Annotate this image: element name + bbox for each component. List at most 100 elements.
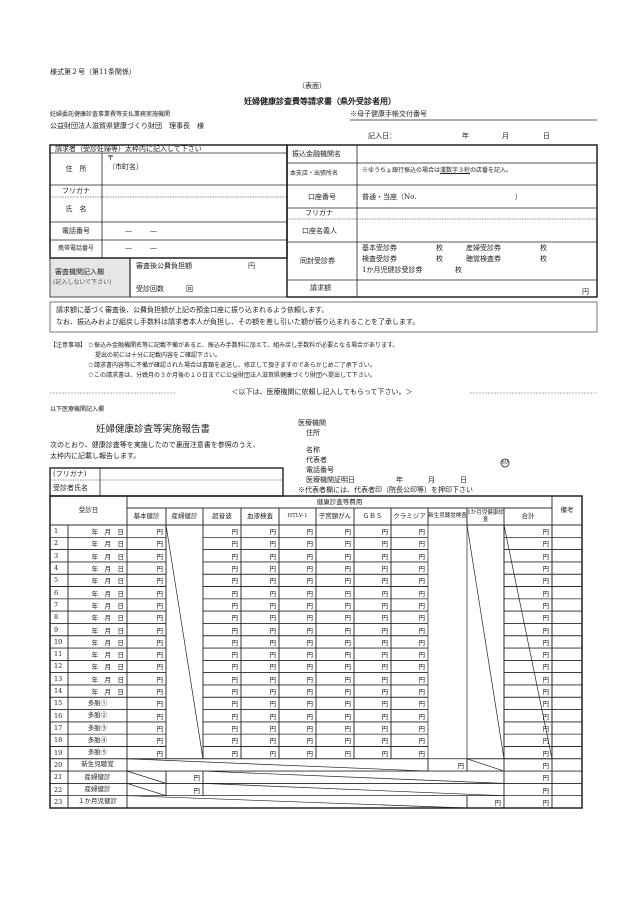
remarks-cell[interactable] bbox=[552, 771, 582, 783]
remarks-cell[interactable] bbox=[552, 562, 582, 574]
amount-cell[interactable]: 円 bbox=[156, 638, 164, 647]
amount-cell[interactable]: 円 bbox=[542, 601, 550, 610]
remarks-cell[interactable] bbox=[552, 660, 582, 672]
amount-cell[interactable]: 円 bbox=[418, 700, 426, 709]
amount-cell[interactable]: 円 bbox=[418, 552, 426, 561]
amount-cell[interactable]: 円 bbox=[231, 725, 239, 733]
amount-cell[interactable]: 円 bbox=[381, 663, 389, 672]
amount-cell[interactable]: 円 bbox=[381, 688, 389, 697]
amount-cell[interactable]: 円 bbox=[542, 638, 550, 647]
amount-cell[interactable]: 円 bbox=[156, 589, 164, 598]
amount-cell[interactable]: 円 bbox=[381, 614, 389, 623]
amount-cell[interactable]: 円 bbox=[542, 552, 550, 561]
remarks-cell[interactable] bbox=[552, 746, 582, 758]
amount-cell[interactable]: 円 bbox=[231, 528, 239, 537]
amount-cell[interactable]: 円 bbox=[156, 601, 164, 610]
amount-cell[interactable]: 円 bbox=[269, 552, 277, 561]
amount-cell[interactable]: 円 bbox=[306, 528, 314, 537]
row-visit-date[interactable]: 年 月 日 bbox=[91, 601, 125, 610]
remarks-cell[interactable] bbox=[552, 550, 582, 562]
amount-cell[interactable]: 円 bbox=[156, 712, 164, 721]
amount-cell[interactable]: 円 bbox=[269, 675, 277, 684]
amount-cell[interactable]: 円 bbox=[156, 626, 164, 635]
amount-cell[interactable]: 円 bbox=[542, 761, 550, 770]
amount-cell[interactable]: 円 bbox=[418, 540, 426, 549]
amount-cell[interactable]: 円 bbox=[381, 725, 389, 733]
amount-cell[interactable]: 円 bbox=[381, 540, 389, 549]
name-field[interactable] bbox=[103, 198, 286, 221]
amount-cell[interactable]: 円 bbox=[418, 749, 426, 758]
amount-cell[interactable]: 円 bbox=[542, 626, 550, 635]
amount-cell[interactable]: 円 bbox=[542, 774, 550, 783]
amount-cell[interactable]: 円 bbox=[306, 749, 314, 758]
amount-cell[interactable]: 円 bbox=[542, 749, 550, 758]
amount-cell[interactable]: 円 bbox=[156, 552, 164, 561]
amount-cell[interactable]: 円 bbox=[156, 749, 164, 758]
amount-cell[interactable]: 円 bbox=[418, 663, 426, 672]
amount-cell[interactable]: 円 bbox=[542, 786, 550, 795]
remarks-cell[interactable] bbox=[552, 623, 582, 635]
row-visit-date[interactable]: 年 月 日 bbox=[91, 688, 125, 697]
amount-cell[interactable]: 円 bbox=[156, 737, 164, 746]
amount-cell[interactable]: 円 bbox=[306, 688, 314, 697]
amount-cell[interactable]: 円 bbox=[381, 749, 389, 758]
amount-cell[interactable]: 円 bbox=[344, 565, 352, 574]
remarks-cell[interactable] bbox=[552, 722, 582, 734]
amount-cell[interactable]: 円 bbox=[231, 663, 239, 672]
amount-cell[interactable]: 円 bbox=[156, 700, 164, 709]
amount-cell[interactable]: 円 bbox=[231, 614, 239, 623]
amount-cell[interactable]: 円 bbox=[381, 651, 389, 660]
amount-cell[interactable]: 円 bbox=[418, 737, 426, 746]
amount-cell[interactable]: 円 bbox=[344, 614, 352, 623]
amount-cell[interactable]: 円 bbox=[156, 663, 164, 672]
amount-cell[interactable]: 円 bbox=[231, 601, 239, 610]
furigana-field[interactable] bbox=[103, 186, 286, 196]
row-visit-date[interactable]: 年 月 日 bbox=[91, 614, 125, 623]
amount-cell[interactable]: 円 bbox=[418, 626, 426, 635]
amount-cell[interactable]: 円 bbox=[542, 688, 550, 697]
remarks-cell[interactable] bbox=[552, 734, 582, 746]
amount-cell[interactable]: 円 bbox=[418, 589, 426, 598]
amount-cell[interactable]: 円 bbox=[381, 700, 389, 709]
amount-cell[interactable]: 円 bbox=[231, 651, 239, 660]
amount-cell[interactable]: 円 bbox=[306, 565, 314, 574]
amount-cell[interactable]: 円 bbox=[269, 589, 277, 598]
amount-cell[interactable]: 円 bbox=[306, 614, 314, 623]
amount-cell[interactable]: 円 bbox=[381, 589, 389, 598]
amount-cell[interactable]: 円 bbox=[344, 688, 352, 697]
amount-cell[interactable]: 円 bbox=[418, 725, 426, 733]
row-visit-date[interactable]: 年 月 日 bbox=[91, 528, 125, 537]
amount-cell[interactable]: 円 bbox=[231, 688, 239, 697]
amount-cell[interactable]: 円 bbox=[457, 761, 465, 770]
patient-name-field[interactable] bbox=[101, 469, 282, 495]
amount-cell[interactable]: 円 bbox=[306, 712, 314, 721]
row-visit-date[interactable]: 年 月 日 bbox=[91, 589, 125, 598]
amount-cell[interactable]: 円 bbox=[344, 675, 352, 684]
row-visit-date[interactable]: 年 月 日 bbox=[91, 651, 125, 660]
amount-cell[interactable]: 円 bbox=[269, 565, 277, 574]
amount-cell[interactable]: 円 bbox=[269, 614, 277, 623]
amount-cell[interactable]: 円 bbox=[381, 528, 389, 537]
amount-cell[interactable]: 円 bbox=[344, 663, 352, 672]
amount-cell[interactable]: 円 bbox=[344, 749, 352, 758]
amount-cell[interactable]: 円 bbox=[156, 565, 164, 574]
amount-cell[interactable]: 円 bbox=[306, 626, 314, 635]
remarks-cell[interactable] bbox=[552, 611, 582, 623]
row-visit-date[interactable]: 年 月 日 bbox=[91, 638, 125, 647]
amount-cell[interactable]: 円 bbox=[418, 638, 426, 647]
amount-cell[interactable]: 円 bbox=[269, 528, 277, 537]
amount-cell[interactable]: 円 bbox=[306, 725, 314, 733]
amount-cell[interactable]: 円 bbox=[381, 601, 389, 610]
amount-cell[interactable]: 円 bbox=[344, 601, 352, 610]
amount-cell[interactable]: 円 bbox=[344, 589, 352, 598]
amount-cell[interactable]: 円 bbox=[231, 565, 239, 574]
amount-cell[interactable]: 円 bbox=[231, 712, 239, 721]
amount-cell[interactable]: 円 bbox=[231, 737, 239, 746]
amount-cell[interactable]: 円 bbox=[381, 675, 389, 684]
amount-cell[interactable]: 円 bbox=[269, 712, 277, 721]
remarks-cell[interactable] bbox=[552, 636, 582, 648]
amount-cell[interactable]: 円 bbox=[306, 675, 314, 684]
amount-cell[interactable]: 円 bbox=[306, 577, 314, 586]
amount-cell[interactable]: 円 bbox=[381, 712, 389, 721]
row-visit-date[interactable]: 年 月 日 bbox=[91, 552, 125, 561]
